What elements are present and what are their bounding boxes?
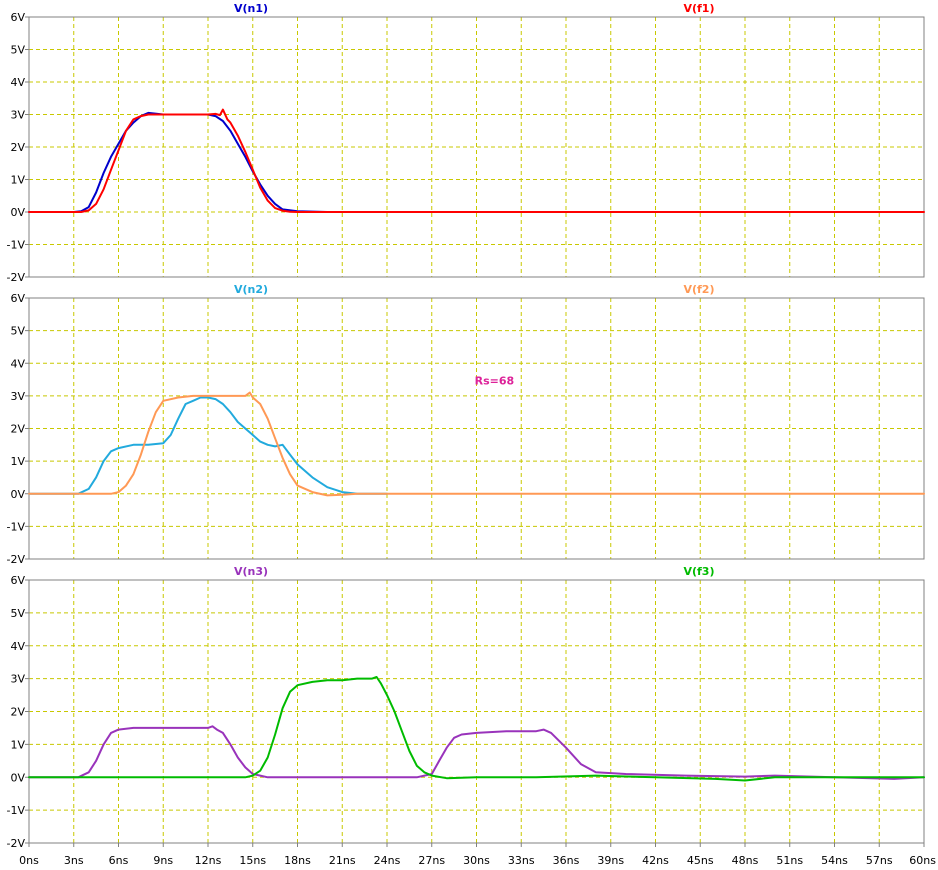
series-line-vf3: [28, 676, 925, 782]
x-tick-label: 3ns: [64, 854, 84, 867]
y-tick-label: 2V: [10, 706, 25, 719]
y-tick-label: 6V: [10, 574, 25, 587]
y-tick-label: 2V: [10, 141, 25, 154]
x-tick-label: 0ns: [19, 854, 39, 867]
legend-label-vn1[interactable]: V(n1): [234, 2, 268, 15]
x-tick-label: 9ns: [153, 854, 173, 867]
y-tick-label: -1V: [7, 804, 26, 817]
x-tick-label: 54ns: [821, 854, 848, 867]
y-tick-label: 4V: [10, 640, 25, 653]
x-tick-label: 15ns: [239, 854, 266, 867]
y-tick-label: 0V: [10, 771, 25, 784]
y-tick-label: 0V: [10, 488, 25, 501]
annotation-label: Rs=68: [475, 374, 515, 387]
y-tick-label: 4V: [10, 76, 25, 89]
legend-label-vn2[interactable]: V(n2): [234, 283, 268, 296]
y-tick-label: 4V: [10, 357, 25, 370]
y-tick-label: 6V: [10, 292, 25, 305]
x-tick-label: 33ns: [508, 854, 535, 867]
x-tick-label: 45ns: [687, 854, 714, 867]
y-tick-label: 3V: [10, 390, 25, 403]
y-tick-label: 5V: [10, 44, 25, 57]
y-tick-label: -2V: [7, 837, 26, 850]
x-tick-label: 42ns: [642, 854, 669, 867]
series-line-vn2: [28, 396, 388, 495]
x-tick-label: 27ns: [418, 854, 445, 867]
grid-lines: [29, 17, 924, 277]
y-tick-label: -2V: [7, 553, 26, 566]
series-line-vn3: [28, 725, 925, 780]
y-tick-label: 5V: [10, 325, 25, 338]
legend-label-vf1[interactable]: V(f1): [683, 2, 714, 15]
y-tick-label: 5V: [10, 607, 25, 620]
x-axis-tick-labels: 0ns 3ns 6ns 9ns 12ns 15ns 18ns 21ns 24ns 27ns 30ns…: [19, 843, 936, 867]
y-tick-label: 3V: [10, 673, 25, 686]
x-tick-label: 18ns: [284, 854, 311, 867]
pane-2: 6V 5V 4V 3V 2V 1V 0V -1V -2V V(n2) V(f2) Rs=68: [7, 283, 925, 566]
pane-1: 6V 5V 4V 3V 2V 1V 0V -1V -2V V(n1) V(f1): [7, 2, 925, 284]
x-tick-label: 12ns: [195, 854, 222, 867]
y-tick-label: 0V: [10, 206, 25, 219]
y-tick-label: 1V: [10, 455, 25, 468]
legend-label-vf2[interactable]: V(f2): [683, 283, 714, 296]
grid-lines: [29, 580, 924, 843]
x-tick-label: 48ns: [732, 854, 759, 867]
y-tick-label: -1V: [7, 520, 26, 533]
y-tick-label: 1V: [10, 738, 25, 751]
x-tick-label: 57ns: [866, 854, 893, 867]
x-tick-label: 36ns: [553, 854, 580, 867]
x-tick-label: 39ns: [597, 854, 624, 867]
series-line-vf1: [28, 108, 925, 213]
plot-panes: 6V 5V 4V 3V 2V 1V 0V -1V -2V V(n1) V(f1) 6V 5V 4V 3V 2V…: [7, 2, 925, 850]
legend-label-vn3[interactable]: V(n3): [234, 565, 268, 578]
x-tick-label: 24ns: [374, 854, 401, 867]
series-line-vf2: [28, 391, 925, 497]
pane-3: 6V 5V 4V 3V 2V 1V 0V -1V -2V V(n3) V(f3): [7, 565, 925, 850]
y-tick-label: -1V: [7, 239, 26, 252]
y-tick-label: 6V: [10, 11, 25, 24]
y-tick-label: 3V: [10, 109, 25, 122]
x-tick-label: 51ns: [776, 854, 803, 867]
x-tick-label: 30ns: [463, 854, 490, 867]
y-tick-label: 2V: [10, 423, 25, 436]
x-tick-label: 21ns: [329, 854, 356, 867]
x-tick-label: 60ns: [909, 854, 936, 867]
grid-lines: [29, 298, 924, 559]
x-tick-label: 6ns: [109, 854, 129, 867]
y-tick-label: 1V: [10, 174, 25, 187]
y-tick-label: -2V: [7, 271, 26, 284]
legend-label-vf3[interactable]: V(f3): [683, 565, 714, 578]
